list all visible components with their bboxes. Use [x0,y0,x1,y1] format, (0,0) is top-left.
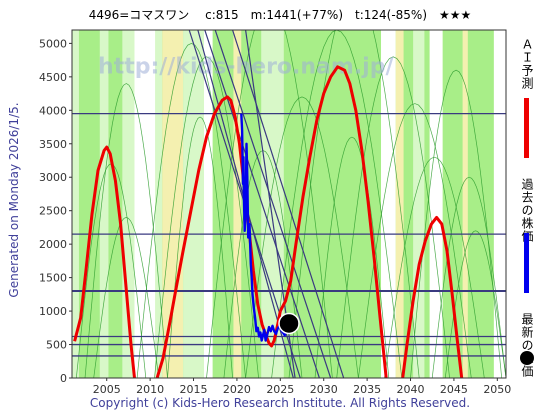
legend-swatch [524,233,529,293]
cycle-curve [288,30,420,378]
x-tick-label: 2020 [223,383,251,396]
y-axis: 0 500 1000 1500 2000 2500 3000 3500 4000 4500 5000 [39,37,72,385]
band [413,30,425,378]
y-tick-label: 0 [60,372,67,385]
ai-forecast-line [73,145,136,378]
y-tick-label: 5000 [39,37,67,50]
y-tick-label: 1500 [39,272,67,285]
y-tick-label: 3000 [39,171,67,184]
y-tick-label: 2500 [39,205,67,218]
y-tick-label: 4000 [39,104,67,117]
cycle-curve [206,30,333,378]
ai-forecast-line [155,95,282,378]
y-tick-label: 1000 [39,305,67,318]
band [72,30,79,378]
series-layer [73,65,464,378]
x-tick-label: 2005 [93,383,121,396]
x-tick-label: 2030 [310,383,338,396]
past-price-line [240,113,290,342]
cycle-curve [336,56,450,378]
legend-label: 過去の株価 [520,178,534,243]
legend-label: 最新の株価 [520,313,534,378]
band [203,30,213,378]
x-tick-label: 2050 [483,383,511,396]
copyright-footer: Copyright (c) Kids-Hero Research Institu… [89,396,471,410]
x-tick-label: 2010 [136,383,164,396]
x-tick-label: 2025 [266,383,294,396]
cycle-curve [93,217,160,378]
legend-swatch [520,351,534,365]
cycle-curve [245,96,359,378]
cycle-curve [384,156,485,378]
horizontal-grid-lines [72,113,506,357]
trend-line [204,30,320,378]
watermark-text: http://kids-hero.nam.jp/ [98,55,394,80]
chart-title: 4496=コマスワン c:815 m:1441(+77%) t:124(-85%… [88,8,472,22]
cycle-curve [84,83,168,378]
trend-line [214,30,332,378]
trend-line [232,30,345,378]
cycle-curve [136,43,246,378]
cycle-curve [431,176,506,378]
y-tick-label: 2000 [39,238,67,251]
band [429,30,443,378]
y-tick-label: 3500 [39,138,67,151]
ai-forecast-line [278,65,388,378]
cycle-curve [314,136,390,378]
cycle-curve [444,230,506,378]
band [155,30,163,378]
latest-price-marker [278,312,300,335]
x-tick-label: 2045 [440,383,468,396]
y-tick-label: 4500 [39,71,67,84]
band [99,30,109,378]
x-tick-label: 2035 [353,383,381,396]
ai-forecast-line [401,215,464,378]
cycle-curve [271,30,403,378]
cycle-curve [167,116,233,378]
background-bands [72,30,506,378]
cycle-curve [410,69,503,378]
cycle-curve [358,103,472,378]
y-tick-label: 500 [46,339,67,352]
band [233,30,242,378]
x-axis: 2005 2010 2015 2020 2025 2030 2035 2040 2045 2050 [93,378,511,396]
plot-frame [71,29,507,379]
x-tick-label: 2040 [397,383,425,396]
cycle-curve [154,56,259,378]
band [162,30,184,378]
legend-swatch [524,98,529,158]
band [462,30,468,378]
legend-label: ＡＩ予測 [520,38,534,90]
x-tick-label: 2015 [180,383,208,396]
